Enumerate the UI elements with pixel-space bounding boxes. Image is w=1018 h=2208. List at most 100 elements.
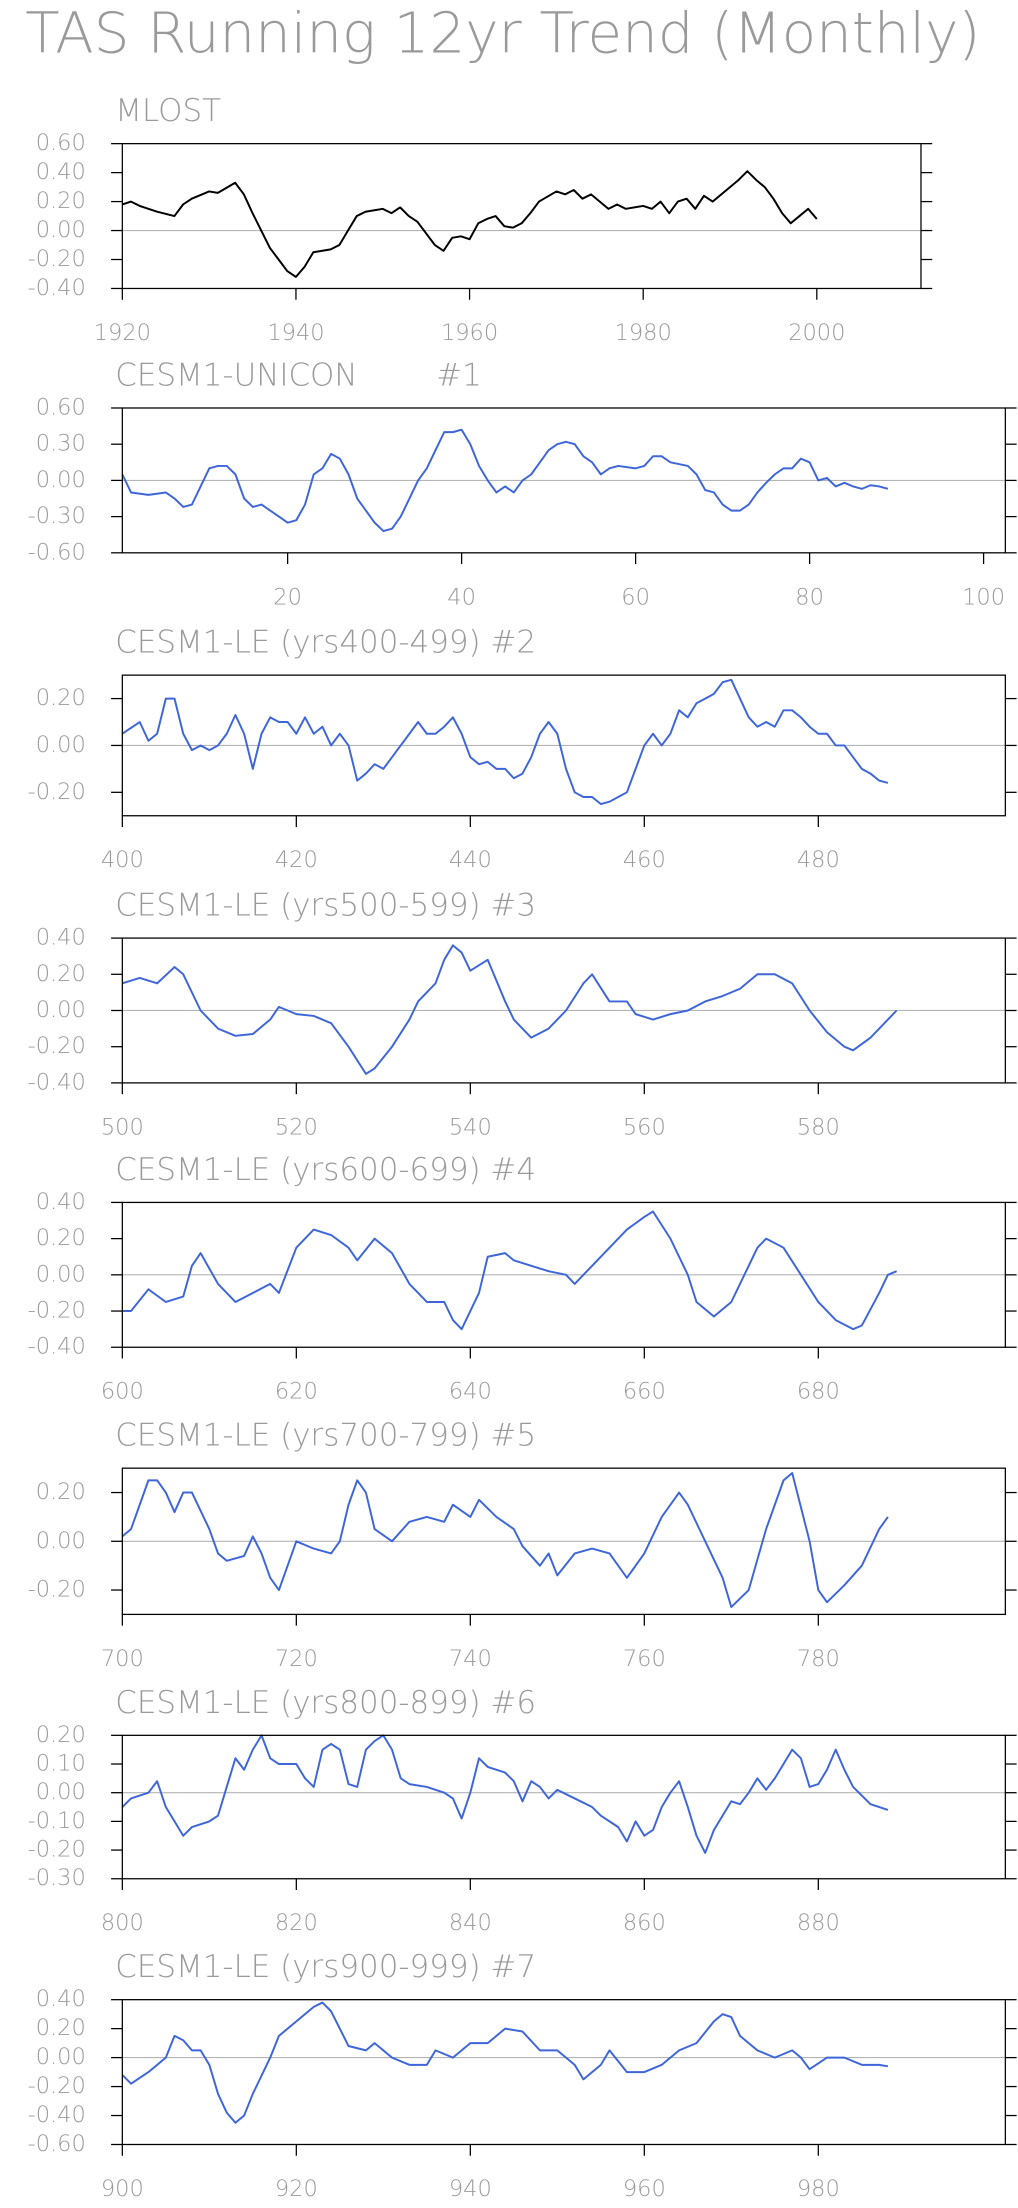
y-tick-label: -0.40 [28, 1069, 86, 1095]
data-line [121, 1734, 889, 1854]
plot-frame [121, 407, 1006, 554]
x-tick-label: 520 [275, 1114, 318, 1140]
x-tick-label: 80 [795, 584, 824, 610]
y-tick-label: 0.00 [36, 1528, 86, 1554]
x-tick-label: 60 [621, 584, 650, 610]
data-line [121, 428, 889, 533]
figure-title: TAS Running 12yr Trend (Monthly) [25, 1, 980, 66]
y-tick-label: -0.60 [28, 2131, 86, 2157]
x-tick-label: 580 [797, 1114, 840, 1140]
y-tick-label: -0.20 [28, 2073, 86, 2099]
panel-title: CESM1-LE (yrs500-599) #3 [115, 888, 536, 924]
x-tick-label: 740 [449, 1646, 492, 1672]
x-tick-label: 980 [797, 2176, 840, 2202]
plot-frame [121, 1999, 1006, 2146]
y-tick-label: 0.40 [36, 1986, 86, 2012]
x-tick-label: 820 [275, 1910, 318, 1936]
x-tick-label: 1960 [441, 320, 498, 346]
panel-title: CESM1-LE (yrs800-899) #6 [115, 1685, 536, 1721]
y-tick-label: -0.30 [28, 503, 86, 529]
x-tick-label: 700 [101, 1646, 144, 1672]
y-tick-label: -0.20 [28, 1033, 86, 1059]
y-tick-label: 0.20 [36, 188, 86, 214]
x-tick-label: 640 [449, 1379, 492, 1405]
data-line [122, 170, 818, 278]
x-tick-label: 2000 [788, 320, 845, 346]
x-tick-label: 960 [623, 2176, 666, 2202]
x-tick-label: 600 [101, 1379, 144, 1405]
x-tick-label: 720 [275, 1646, 318, 1672]
plot-frame [121, 1734, 1006, 1880]
y-tick-label: 0.40 [36, 1189, 86, 1215]
x-tick-label: 480 [797, 847, 840, 873]
panel-title: CESM1-UNICON #1 [115, 358, 481, 394]
x-tick-label: 540 [449, 1114, 492, 1140]
x-tick-label: 1980 [615, 320, 672, 346]
y-tick-label: 0.20 [36, 961, 86, 987]
plot-frame [121, 143, 922, 290]
panel-title: MLOST [115, 93, 221, 129]
y-tick-label: -0.40 [28, 2102, 86, 2128]
y-tick-label: 0.00 [36, 467, 86, 493]
y-tick-label: 0.00 [36, 1261, 86, 1287]
panel-title: CESM1-LE (yrs700-799) #5 [115, 1418, 536, 1454]
y-tick-label: 0.00 [36, 1779, 86, 1805]
y-tick-label: -0.20 [28, 1298, 86, 1324]
x-tick-label: 920 [275, 2176, 318, 2202]
y-tick-label: -0.10 [28, 1808, 86, 1834]
x-tick-label: 660 [623, 1379, 666, 1405]
y-tick-label: 0.00 [36, 2044, 86, 2070]
x-tick-label: 40 [447, 584, 476, 610]
x-tick-label: 940 [449, 2176, 492, 2202]
x-tick-label: 500 [101, 1114, 144, 1140]
x-tick-label: 800 [101, 1910, 144, 1936]
y-tick-label: 0.20 [36, 1225, 86, 1251]
x-tick-label: 400 [101, 847, 144, 873]
x-tick-label: 1940 [267, 320, 324, 346]
x-tick-label: 100 [962, 584, 1005, 610]
panel-title: CESM1-LE (yrs900-999) #7 [115, 1949, 536, 1985]
data-line [122, 1210, 897, 1331]
y-tick-label: 0.40 [36, 159, 86, 185]
y-tick-label: 0.10 [36, 1751, 86, 1777]
y-tick-label: -0.20 [28, 246, 86, 272]
panel-title: CESM1-LE (yrs400-499) #2 [115, 625, 536, 661]
plot-frame [121, 937, 1006, 1084]
panel-title: CESM1-LE (yrs600-699) #4 [115, 1152, 536, 1188]
y-tick-label: 0.30 [36, 431, 86, 457]
y-tick-label: 0.20 [36, 685, 86, 711]
y-tick-label: 0.60 [36, 130, 86, 156]
plot-frame [121, 674, 1006, 817]
y-tick-label: -0.40 [28, 275, 86, 301]
plot-frame [121, 1467, 1006, 1616]
y-tick-label: -0.30 [28, 1865, 86, 1891]
y-tick-label: -0.60 [28, 539, 86, 565]
y-tick-label: -0.40 [28, 1334, 86, 1360]
data-line [121, 1472, 889, 1609]
x-tick-label: 840 [449, 1910, 492, 1936]
x-tick-label: 560 [623, 1114, 666, 1140]
x-tick-label: 440 [449, 847, 492, 873]
y-tick-label: 0.20 [36, 2015, 86, 2041]
y-tick-label: -0.20 [28, 779, 86, 805]
data-line [121, 678, 889, 806]
x-tick-label: 880 [797, 1910, 840, 1936]
x-tick-label: 680 [797, 1379, 840, 1405]
y-tick-label: 0.40 [36, 925, 86, 951]
y-tick-label: 0.20 [36, 1479, 86, 1505]
y-tick-label: -0.20 [28, 1577, 86, 1603]
y-tick-label: 0.60 [36, 394, 86, 420]
x-tick-label: 460 [623, 847, 666, 873]
x-tick-label: 1920 [94, 320, 151, 346]
x-tick-label: 900 [101, 2176, 144, 2202]
y-tick-label: 0.00 [36, 732, 86, 758]
y-tick-label: 0.00 [36, 217, 86, 243]
y-tick-label: 0.00 [36, 997, 86, 1023]
y-tick-label: 0.20 [36, 1722, 86, 1748]
x-tick-label: 420 [275, 847, 318, 873]
y-tick-label: -0.20 [28, 1837, 86, 1863]
x-tick-label: 780 [797, 1646, 840, 1672]
data-line [121, 2001, 889, 2124]
